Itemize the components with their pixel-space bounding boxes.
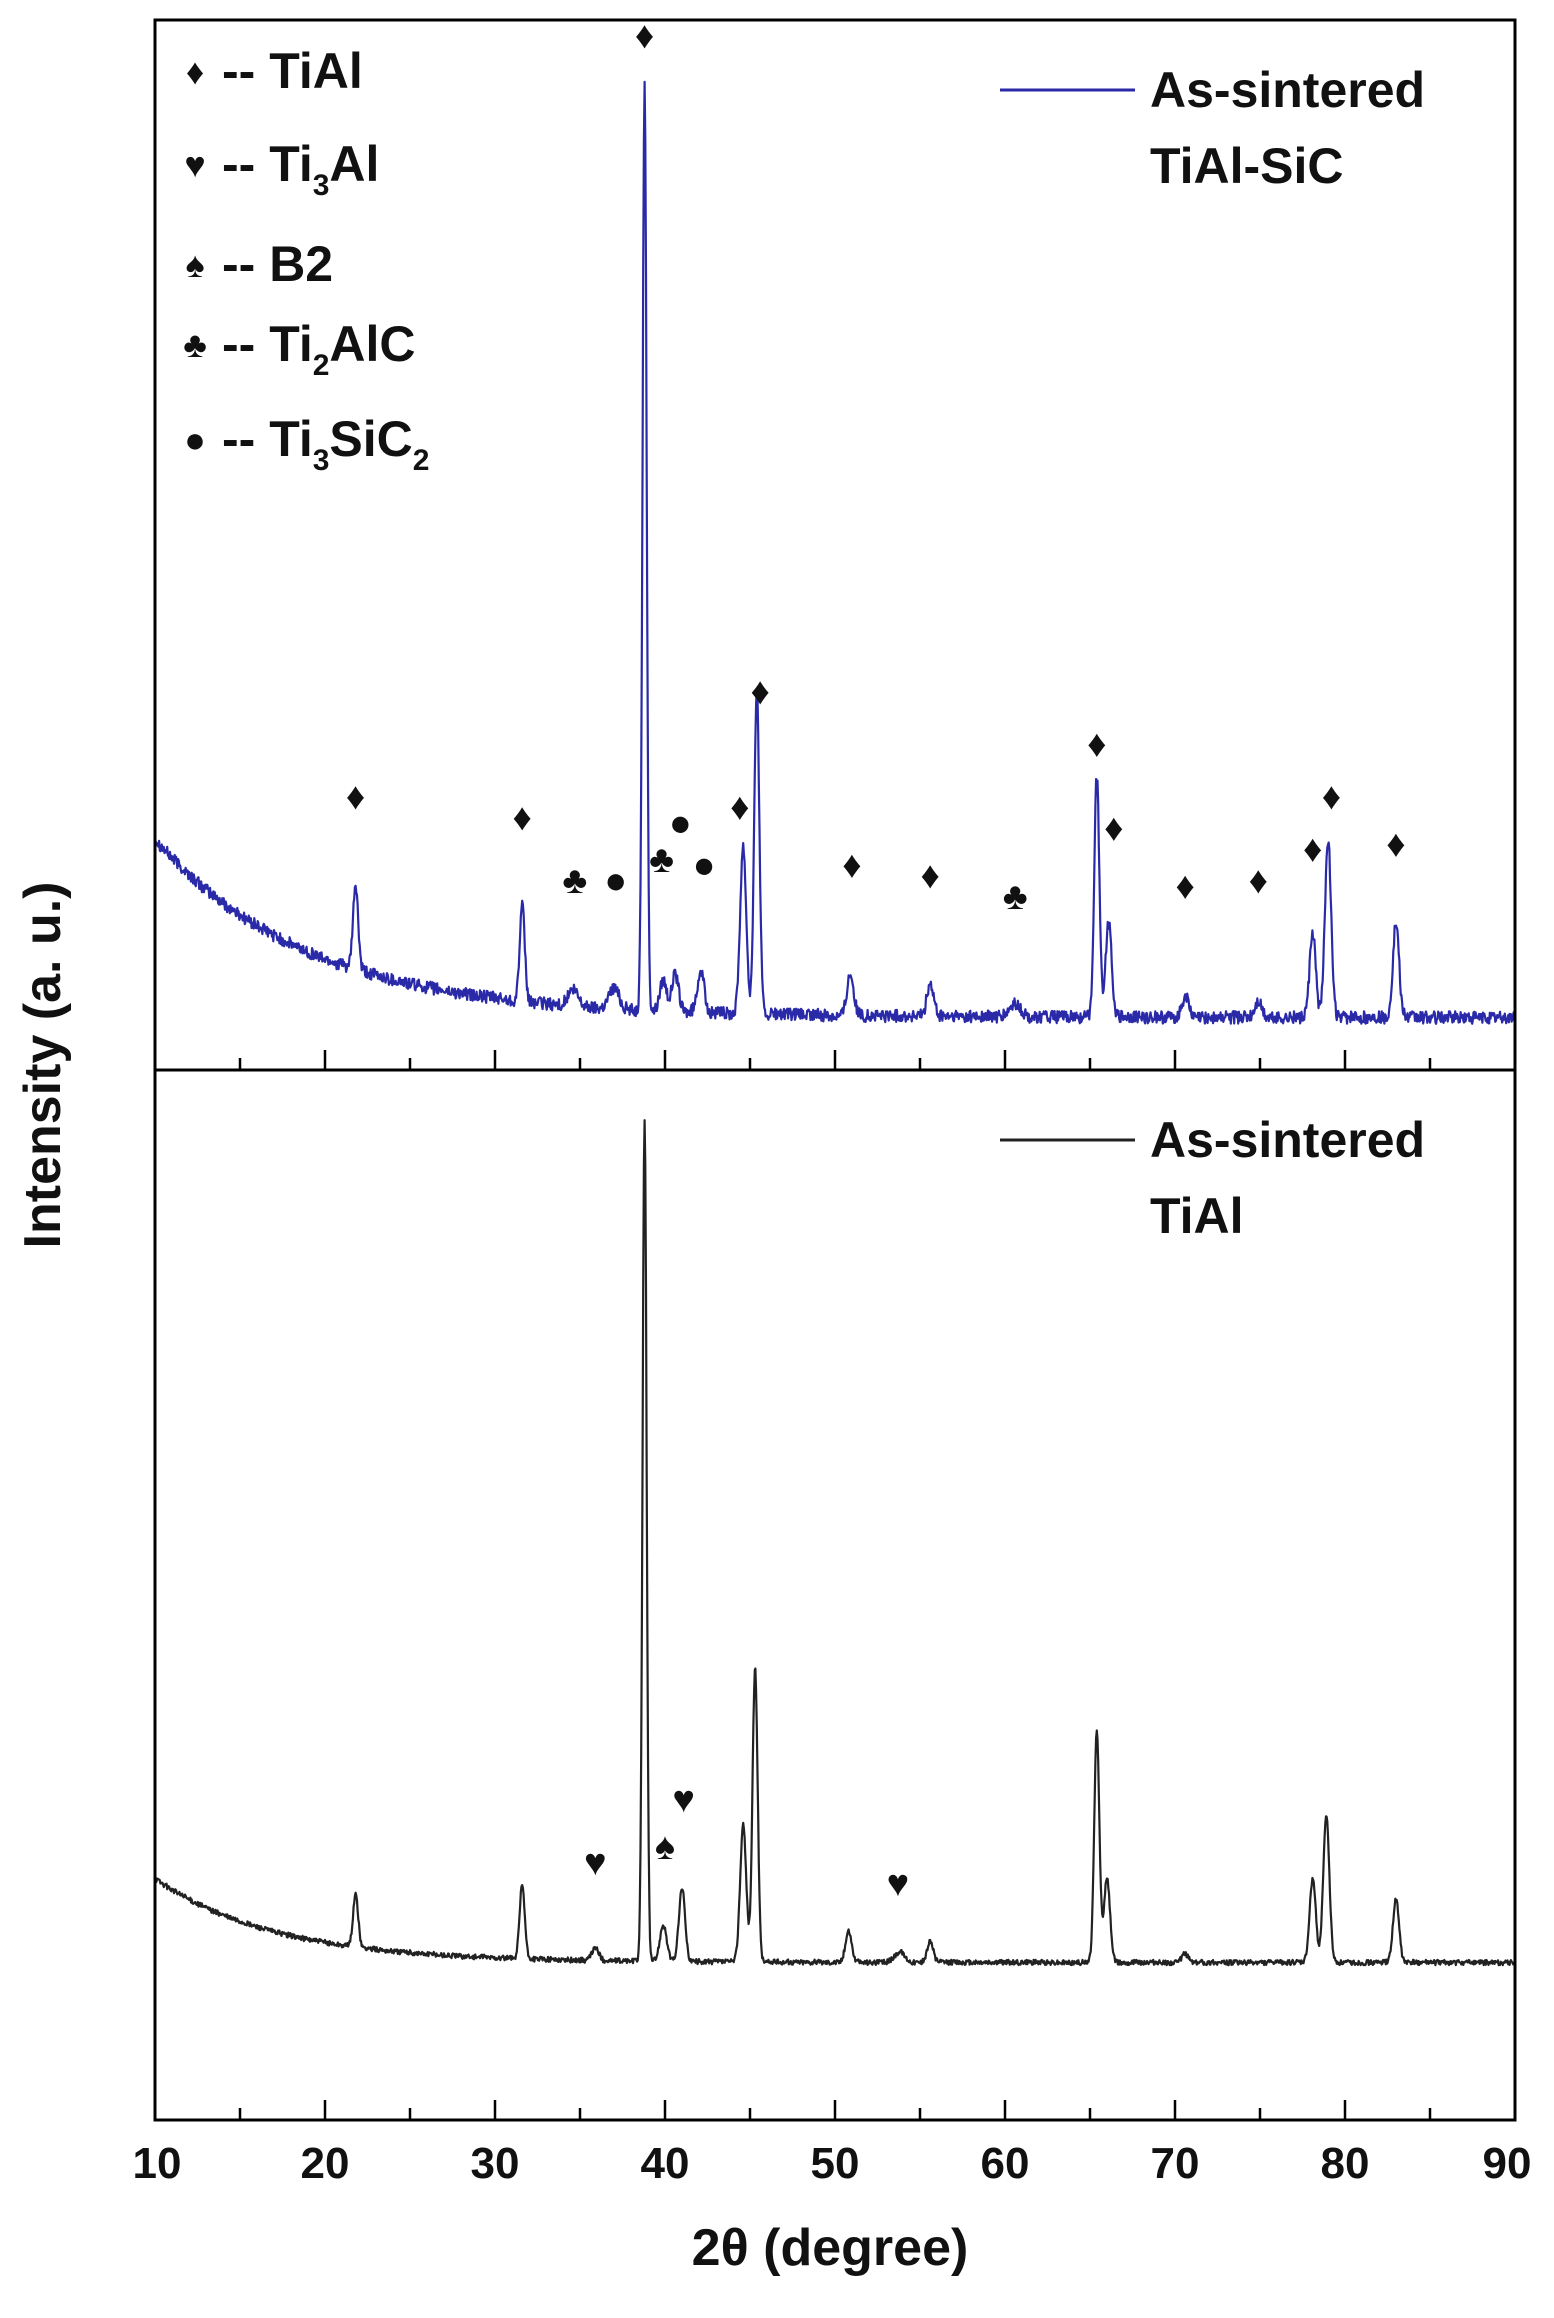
x-tick-label-10: 10 (133, 2139, 182, 2188)
peak-marker-top-0: ♦ (346, 776, 365, 818)
phase-legend-label-1: -- Ti3Al (222, 136, 379, 202)
peak-marker-top-17: ♦ (1303, 829, 1322, 871)
peak-marker-bottom-2: ♥ (672, 1779, 695, 1821)
peak-marker-top-13: ♦ (1087, 724, 1106, 766)
x-tick-label-70: 70 (1151, 2139, 1200, 2188)
peak-marker-top-14: ♦ (1104, 808, 1123, 850)
peak-marker-top-12: ♣ (1003, 876, 1028, 918)
phase-legend-label-3: -- Ti2AlC (222, 316, 416, 382)
peak-marker-bottom-3: ♥ (887, 1863, 910, 1905)
panel-bottom: ♥ ♠ ♥ ♥ As-sintered TiAl (153, 1112, 1517, 1967)
peak-marker-top-1: ♦ (513, 797, 532, 839)
peak-marker-top-4: ♦ (635, 15, 654, 57)
phase-legend-symbol-3: ♣ (183, 324, 207, 365)
legend-text-top-2: TiAl-SiC (1150, 138, 1344, 194)
plot-axes: 10 20 30 40 50 60 70 80 90 (133, 18, 1532, 2188)
peak-marker-top-19: ♦ (1386, 823, 1405, 865)
legend-bottom: As-sintered TiAl (1000, 1112, 1425, 1244)
peak-marker-bottom-1: ♠ (655, 1826, 675, 1868)
x-tick-label-30: 30 (471, 2139, 520, 2188)
peak-marker-top-3: ● (604, 860, 627, 902)
peak-marker-top-5: ♣ (649, 839, 674, 881)
phase-legend-symbol-1: ♥ (184, 144, 205, 185)
phase-legend-symbol-0: ♦ (186, 51, 204, 92)
phase-legend-symbol-4: ● (184, 419, 206, 460)
phase-legend-label-4: -- Ti3SiC2 (222, 411, 429, 477)
peak-marker-top-18: ♦ (1322, 776, 1341, 818)
x-tick-label-50: 50 (811, 2139, 860, 2188)
peak-marker-top-10: ♦ (842, 844, 861, 886)
plot-panels: ♦ ♦♣ ●♦♣●●♦♦♦ ♦ ♣♦♦♦ ♦♦♦♦As-sinteredTiAl-SiC♦… (153, 15, 1517, 1967)
peak-marker-bottom-0: ♥ (584, 1842, 607, 1884)
peak-marker-top-6: ● (669, 802, 692, 844)
peak-marker-top-11: ♦ (921, 855, 940, 897)
legend-text-top-1: As-sintered (1150, 62, 1425, 118)
x-tick-label-80: 80 (1321, 2139, 1370, 2188)
peak-marker-top-16: ♦ (1249, 860, 1268, 902)
legend-top: As-sintered TiAl-SiC (1000, 62, 1425, 194)
legend-text-bottom-1: As-sintered (1150, 1112, 1425, 1168)
legend-text-bottom-2: TiAl (1150, 1188, 1244, 1244)
x-tick-label-60: 60 (981, 2139, 1030, 2188)
x-tick-label-90: 90 (1483, 2139, 1532, 2188)
x-tick-label-20: 20 (301, 2139, 350, 2188)
x-tick-label-40: 40 (641, 2139, 690, 2188)
phase-legend: ♦ -- TiAl ♥ -- Ti3Al ♠ -- B2 ♣ -- Ti2AlC ● -- Ti3… (183, 43, 429, 477)
series-line-bottom (153, 1119, 1517, 1967)
panel-top: ♦ ♦♣ ●♦♣●●♦♦♦ ♦ ♣♦♦♦ ♦♦♦♦As-sinteredTiAl-SiC♦… (153, 15, 1516, 1025)
peak-marker-top-8: ♦ (730, 787, 749, 829)
x-axis-label: 2θ (degree) (692, 2219, 969, 2277)
y-axis-label: Intensity (a. u.) (14, 882, 72, 1249)
phase-legend-label-2: -- B2 (222, 236, 333, 292)
peak-marker-top-2: ♣ (562, 860, 587, 902)
peak-marker-top-7: ● (693, 844, 716, 886)
peak-marker-top-9: ♦ (751, 671, 770, 713)
peak-marker-top-15: ♦ (1176, 865, 1195, 907)
phase-legend-symbol-2: ♠ (185, 244, 204, 285)
phase-legend-label-0: -- TiAl (222, 43, 363, 99)
series-line-top (153, 80, 1516, 1025)
